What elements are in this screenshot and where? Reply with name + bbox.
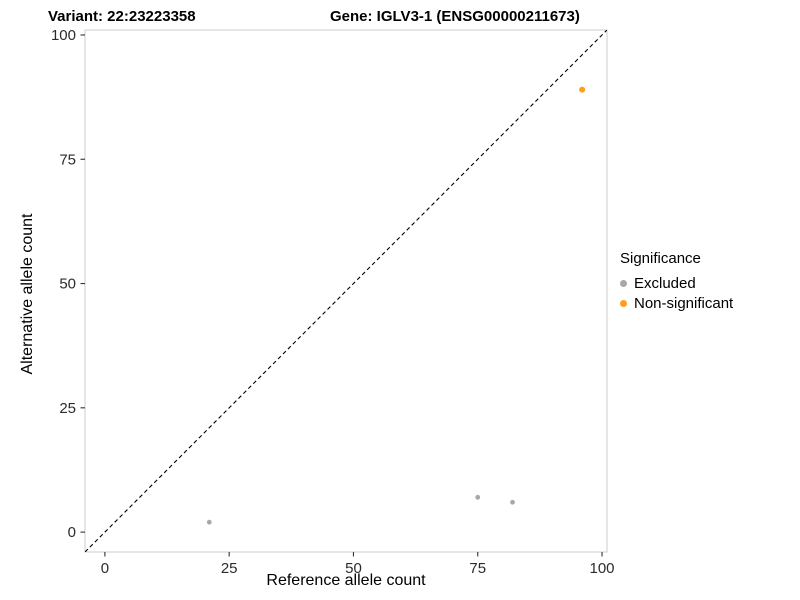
svg-text:100: 100 [51,27,76,44]
legend-item-non-significant: Non-significant [620,293,733,313]
legend-label-non-significant: Non-significant [634,294,734,312]
excluded-dot-icon [620,279,627,287]
svg-text:0: 0 [68,524,76,541]
svg-text:75: 75 [469,560,486,577]
legend-title: Significance [620,250,701,267]
legend-label-excluded: Excluded [634,274,696,292]
svg-text:100: 100 [590,560,615,577]
svg-text:25: 25 [59,400,76,417]
svg-text:75: 75 [59,151,76,168]
non-significant-dot-icon [620,299,627,307]
legend: Significance Excluded Non-significant [620,250,733,313]
x-axis-label: Reference allele count [266,572,426,589]
gene-title: Gene: IGLV3-1 (ENSG00000211673) [330,8,580,25]
legend-item-excluded: Excluded [620,273,733,293]
svg-text:25: 25 [221,560,238,577]
y-axis-label: Alternative allele count [19,213,36,375]
svg-text:50: 50 [59,276,76,293]
svg-text:0: 0 [101,560,109,577]
svg-text:50: 50 [345,560,362,577]
variant-title: Variant: 22:23223358 [48,8,196,25]
